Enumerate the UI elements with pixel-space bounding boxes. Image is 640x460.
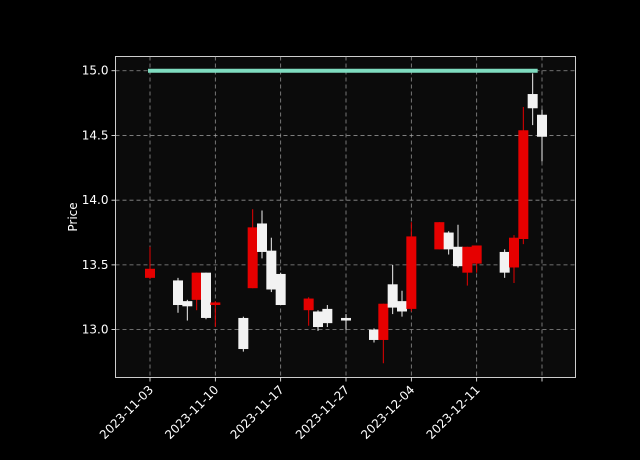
- candle-body: [210, 302, 221, 306]
- candle-body: [527, 94, 538, 109]
- candle-body: [201, 272, 211, 318]
- candle: [509, 235, 519, 284]
- y-tick-label: 14.0: [82, 193, 109, 207]
- candle: [462, 246, 473, 286]
- candle: [518, 106, 529, 245]
- candle: [191, 272, 202, 311]
- candle: [303, 297, 314, 326]
- candle-body: [397, 301, 407, 312]
- candle-body: [238, 317, 249, 350]
- candle-body: [518, 130, 529, 240]
- candle: [369, 328, 379, 343]
- candle: [257, 210, 267, 259]
- candle: [173, 277, 183, 313]
- candle-body: [453, 246, 463, 267]
- candle-body: [341, 317, 351, 321]
- candle-body: [322, 308, 333, 324]
- candle-body: [303, 298, 314, 311]
- candle: [238, 316, 249, 352]
- x-tick-label: 2023-11-03: [97, 383, 156, 442]
- candle-body: [182, 301, 193, 307]
- candle: [471, 245, 482, 273]
- candle: [443, 231, 454, 255]
- candle-body: [145, 268, 155, 278]
- x-tick-label: 2023-11-27: [293, 383, 352, 442]
- y-tick-label: 14.5: [82, 128, 109, 142]
- candle: [266, 237, 277, 293]
- candle-body: [191, 272, 202, 300]
- candle-body: [387, 284, 398, 308]
- x-tick-label: 2023-12-11: [424, 383, 483, 442]
- candle-body: [378, 303, 389, 340]
- candle: [406, 222, 417, 312]
- candle: [453, 224, 463, 268]
- candles: [145, 73, 547, 364]
- candle-body: [266, 250, 277, 290]
- candle-body: [462, 246, 473, 273]
- candle-body: [313, 311, 323, 328]
- candle: [313, 310, 323, 331]
- y-tick-label: 15.0: [82, 64, 109, 78]
- candle-body: [509, 237, 519, 268]
- candle-body: [499, 251, 510, 273]
- candle: [387, 264, 398, 315]
- candle: [527, 73, 538, 126]
- candle: [537, 109, 547, 162]
- y-axis-label: Price: [66, 202, 80, 231]
- x-tick-label: 2023-11-17: [228, 383, 287, 442]
- candle: [275, 272, 286, 306]
- candle-body: [406, 236, 417, 309]
- candle: [201, 272, 211, 320]
- candle-body: [537, 114, 547, 137]
- candle-body: [247, 227, 258, 289]
- candle-body: [434, 222, 445, 250]
- candle-body: [173, 280, 183, 306]
- y-tick-label: 13.5: [82, 258, 109, 272]
- candle: [434, 222, 445, 250]
- candle: [322, 305, 333, 328]
- candle-body: [275, 273, 286, 306]
- candle-body: [443, 232, 454, 250]
- candle: [378, 303, 389, 364]
- candle: [247, 209, 258, 289]
- candle: [341, 314, 351, 330]
- candle: [397, 290, 407, 317]
- candle-body: [369, 329, 379, 340]
- x-tick-label: 2023-11-10: [162, 383, 221, 442]
- candle-body: [257, 223, 267, 252]
- candle: [499, 249, 510, 278]
- x-tick-label: 2023-12-04: [358, 383, 417, 442]
- candle-body: [471, 245, 482, 264]
- candle: [145, 246, 155, 280]
- y-tick-label: 13.0: [82, 323, 109, 337]
- candle: [182, 299, 193, 321]
- candle: [210, 301, 221, 328]
